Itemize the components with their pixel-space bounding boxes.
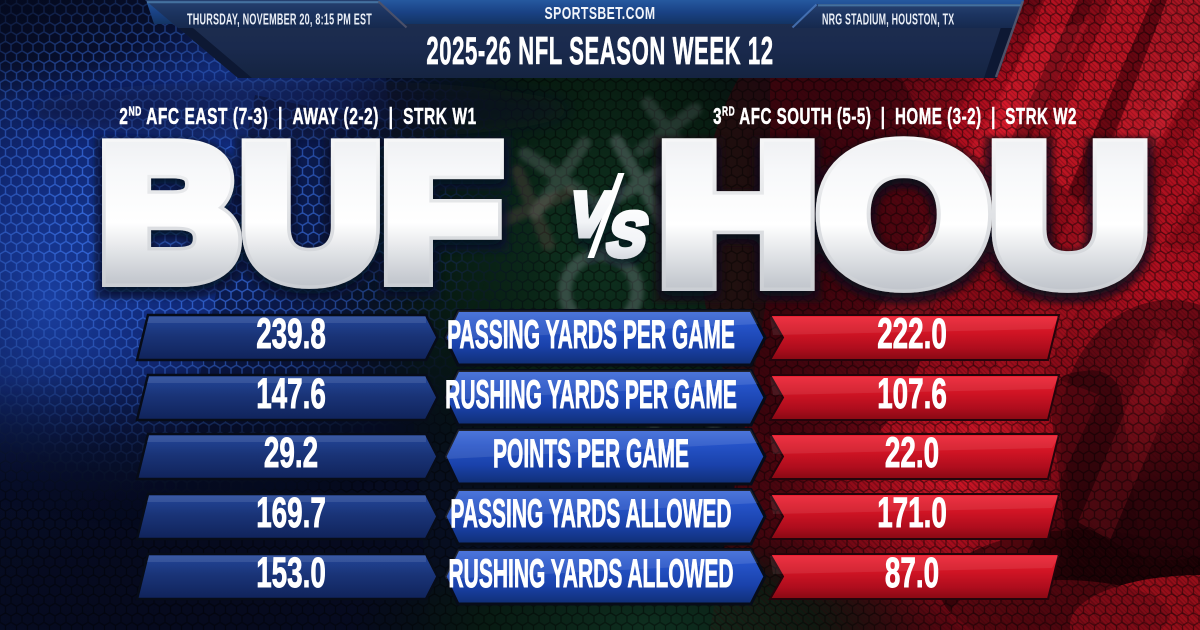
svg-text:HOU: HOU — [658, 111, 1149, 327]
svg-text:239.8: 239.8 — [256, 309, 326, 358]
svg-text:22.0: 22.0 — [885, 428, 939, 477]
svg-text:169.7: 169.7 — [256, 488, 326, 537]
svg-text:BUF: BUF — [99, 113, 500, 322]
svg-text:3RD AFC SOUTH (5-5) | HOME (: 3RD AFC SOUTH (5-5) | HOME (3-2) | STRK … — [713, 104, 1077, 130]
svg-text:29.2: 29.2 — [264, 428, 318, 477]
svg-text:222.0: 222.0 — [877, 309, 947, 358]
svg-text:HOU: HOU — [658, 106, 1149, 322]
svg-text:RUSHING YARDS PER GAME: RUSHING YARDS PER GAME — [445, 372, 737, 417]
svg-text:BUF: BUF — [99, 108, 500, 317]
svg-text:153.0: 153.0 — [256, 548, 326, 597]
svg-text:PASSING YARDS PER GAME: PASSING YARDS PER GAME — [447, 312, 735, 357]
svg-text:BUF: BUF — [99, 108, 500, 317]
svg-text:POINTS PER GAME: POINTS PER GAME — [493, 431, 689, 476]
svg-text:147.6: 147.6 — [256, 369, 326, 418]
svg-text:2025-26 NFL SEASON WEEK 12: 2025-26 NFL SEASON WEEK 12 — [426, 28, 773, 72]
svg-text:87.0: 87.0 — [885, 548, 939, 597]
svg-text:2ND AFC EAST (7-3) | AWAY (2: 2ND AFC EAST (7-3) | AWAY (2-2) | STRK W… — [119, 104, 476, 130]
svg-text:171.0: 171.0 — [877, 488, 947, 537]
svg-text:RUSHING YARDS ALLOWED: RUSHING YARDS ALLOWED — [448, 551, 733, 596]
svg-text:PASSING YARDS ALLOWED: PASSING YARDS ALLOWED — [450, 491, 731, 536]
svg-text:THURSDAY, NOVEMBER 20, 8:15 PM: THURSDAY, NOVEMBER 20, 8:15 PM EST — [187, 10, 372, 28]
svg-text:HOU: HOU — [658, 106, 1149, 322]
svg-text:107.6: 107.6 — [877, 369, 947, 418]
svg-text:SPORTSBET.COM: SPORTSBET.COM — [545, 4, 656, 24]
svg-text:NRG STADIUM, HOUSTON, TX: NRG STADIUM, HOUSTON, TX — [822, 10, 954, 29]
